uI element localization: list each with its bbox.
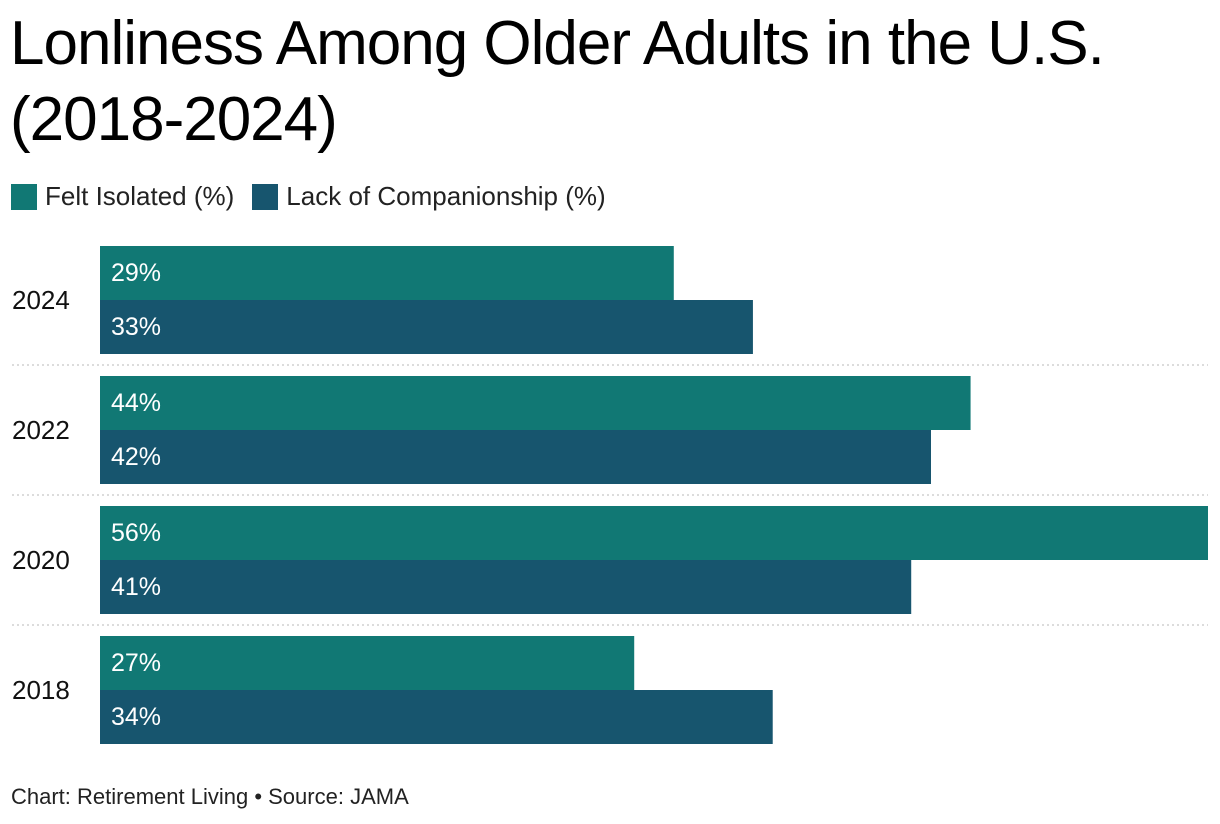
category-label: 2024	[12, 285, 70, 315]
category-label: 2022	[12, 415, 70, 445]
bar	[100, 246, 674, 300]
data-label: 33%	[111, 313, 161, 341]
bar	[100, 300, 753, 354]
data-label: 42%	[111, 443, 161, 471]
bar	[100, 430, 931, 484]
data-label: 34%	[111, 703, 161, 731]
bar	[100, 506, 1208, 560]
data-label: 41%	[111, 573, 161, 601]
legend-swatch-felt-isolated	[11, 183, 37, 210]
category-label: 2018	[12, 675, 70, 705]
legend: Felt Isolated (%) Lack of Companionship …	[11, 181, 624, 212]
legend-label-lack-companionship: Lack of Companionship (%)	[286, 181, 606, 211]
legend-item-lack-companionship: Lack of Companionship (%)	[252, 181, 606, 212]
bar	[100, 376, 971, 430]
bar	[100, 690, 773, 744]
legend-swatch-lack-companionship	[252, 183, 279, 210]
legend-item-felt-isolated: Felt Isolated (%)	[11, 181, 234, 212]
chart-footer: Chart: Retirement Living • Source: JAMA	[11, 784, 409, 809]
bar	[100, 560, 912, 614]
bar	[100, 636, 635, 690]
data-label: 27%	[111, 649, 161, 677]
data-label: 29%	[111, 259, 161, 287]
data-label: 56%	[111, 519, 161, 547]
legend-label-felt-isolated: Felt Isolated (%)	[45, 181, 235, 211]
category-label: 2020	[12, 545, 70, 575]
data-label: 44%	[111, 389, 161, 417]
chart-title: Lonliness Among Older Adults in the U.S.…	[10, 9, 1105, 154]
